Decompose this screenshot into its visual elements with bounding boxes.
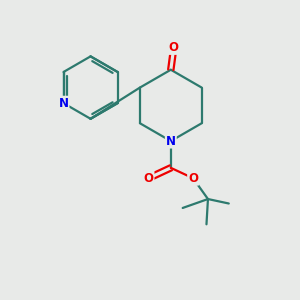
- Text: O: O: [188, 172, 198, 185]
- Text: N: N: [166, 135, 176, 148]
- Text: O: O: [169, 41, 179, 54]
- Text: O: O: [143, 172, 154, 185]
- Text: N: N: [58, 97, 68, 110]
